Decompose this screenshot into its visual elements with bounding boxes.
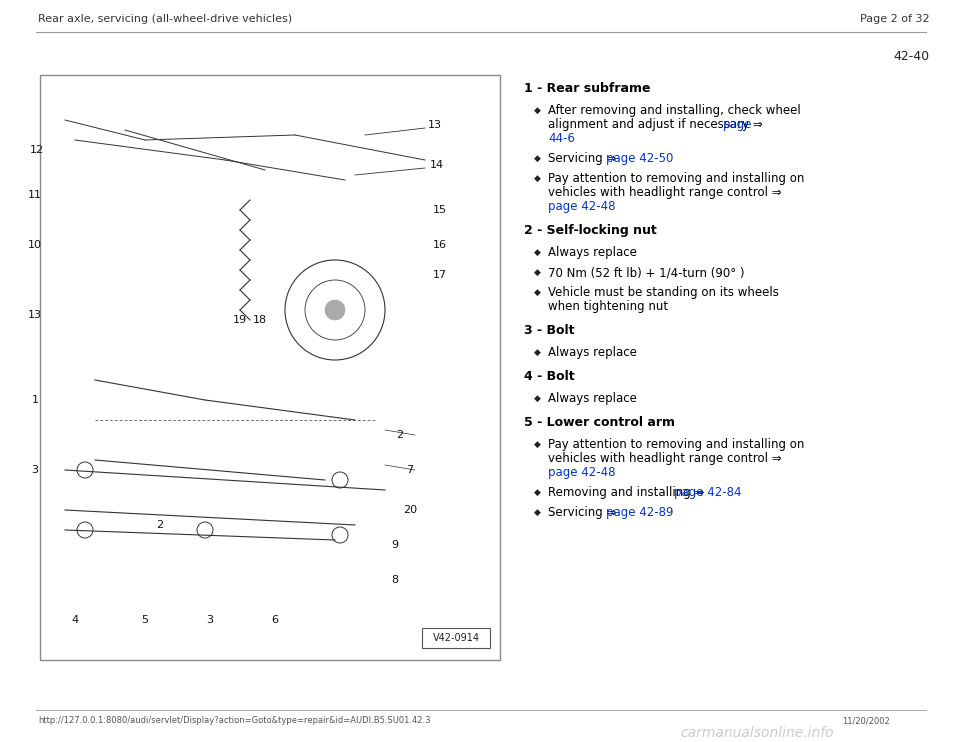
Text: 7: 7 [406,465,414,475]
Text: page 42-48: page 42-48 [548,466,615,479]
Text: 12: 12 [30,145,44,155]
Text: After removing and installing, check wheel: After removing and installing, check whe… [548,104,801,117]
Text: http://127.0.0.1:8080/audi/servlet/Display?action=Goto&type=repair&id=AUDI.B5.SU: http://127.0.0.1:8080/audi/servlet/Displ… [38,716,430,725]
Text: 16: 16 [433,240,447,250]
Text: 11: 11 [28,190,42,200]
Text: 1 - Rear subframe: 1 - Rear subframe [524,82,651,95]
Text: ◆: ◆ [534,440,540,449]
Text: page 42-84: page 42-84 [674,486,741,499]
Text: 5: 5 [141,615,149,625]
Text: 6: 6 [272,615,278,625]
Text: page 42-48: page 42-48 [548,200,615,213]
Text: 5 - Lower control arm: 5 - Lower control arm [524,416,675,429]
Text: alignment and adjust if necessary ⇒: alignment and adjust if necessary ⇒ [548,118,766,131]
Text: ◆: ◆ [534,348,540,357]
Circle shape [325,300,345,320]
Text: Rear axle, servicing (all-wheel-drive vehicles): Rear axle, servicing (all-wheel-drive ve… [38,14,292,24]
Text: when tightening nut: when tightening nut [548,300,668,313]
Text: 3: 3 [206,615,213,625]
Text: 2: 2 [396,430,403,440]
Text: 13: 13 [428,120,442,130]
Text: vehicles with headlight range control ⇒: vehicles with headlight range control ⇒ [548,452,781,465]
Text: 19: 19 [233,315,247,325]
Text: 3 - Bolt: 3 - Bolt [524,324,574,337]
Text: V42-0914: V42-0914 [433,633,479,643]
Text: 2 - Self-locking nut: 2 - Self-locking nut [524,224,657,237]
Text: vehicles with headlight range control ⇒: vehicles with headlight range control ⇒ [548,186,781,199]
Text: ◆: ◆ [534,106,540,115]
Text: Page 2 of 32: Page 2 of 32 [860,14,930,24]
Text: 11/20/2002: 11/20/2002 [842,716,890,725]
Text: 20: 20 [403,505,417,515]
Text: ◆: ◆ [534,154,540,163]
Text: 70 Nm (52 ft lb) + 1/4-turn (90° ): 70 Nm (52 ft lb) + 1/4-turn (90° ) [548,266,745,279]
Text: 44-6: 44-6 [548,132,575,145]
Text: ◆: ◆ [534,248,540,257]
FancyBboxPatch shape [422,628,490,648]
Text: Servicing ⇒: Servicing ⇒ [548,506,620,519]
Text: 13: 13 [28,310,42,320]
FancyBboxPatch shape [40,75,500,660]
Text: carmanualsonline.info: carmanualsonline.info [680,726,833,740]
Text: ◆: ◆ [534,288,540,297]
Text: ◆: ◆ [534,394,540,403]
Text: Removing and installing ⇒: Removing and installing ⇒ [548,486,708,499]
Text: Vehicle must be standing on its wheels: Vehicle must be standing on its wheels [548,286,779,299]
Text: 3: 3 [32,465,38,475]
Text: ◆: ◆ [534,488,540,497]
Text: 2: 2 [156,520,163,530]
Text: 4: 4 [71,615,79,625]
Text: Servicing ⇒: Servicing ⇒ [548,152,620,165]
Text: Pay attention to removing and installing on: Pay attention to removing and installing… [548,172,804,185]
Text: page: page [723,118,752,131]
Text: 9: 9 [392,540,398,550]
Text: 14: 14 [430,160,444,170]
Text: Always replace: Always replace [548,346,636,359]
Text: 1: 1 [32,395,38,405]
Text: 8: 8 [392,575,398,585]
Text: 10: 10 [28,240,42,250]
Text: Pay attention to removing and installing on: Pay attention to removing and installing… [548,438,804,451]
Text: page 42-89: page 42-89 [606,506,674,519]
Text: 42-40: 42-40 [894,50,930,63]
Text: ◆: ◆ [534,268,540,277]
Text: 4 - Bolt: 4 - Bolt [524,370,575,383]
Text: ◆: ◆ [534,508,540,517]
Text: 18: 18 [252,315,267,325]
Text: page 42-50: page 42-50 [606,152,674,165]
Text: ◆: ◆ [534,174,540,183]
Text: Always replace: Always replace [548,246,636,259]
Text: Always replace: Always replace [548,392,636,405]
Text: 17: 17 [433,270,447,280]
Text: 15: 15 [433,205,447,215]
